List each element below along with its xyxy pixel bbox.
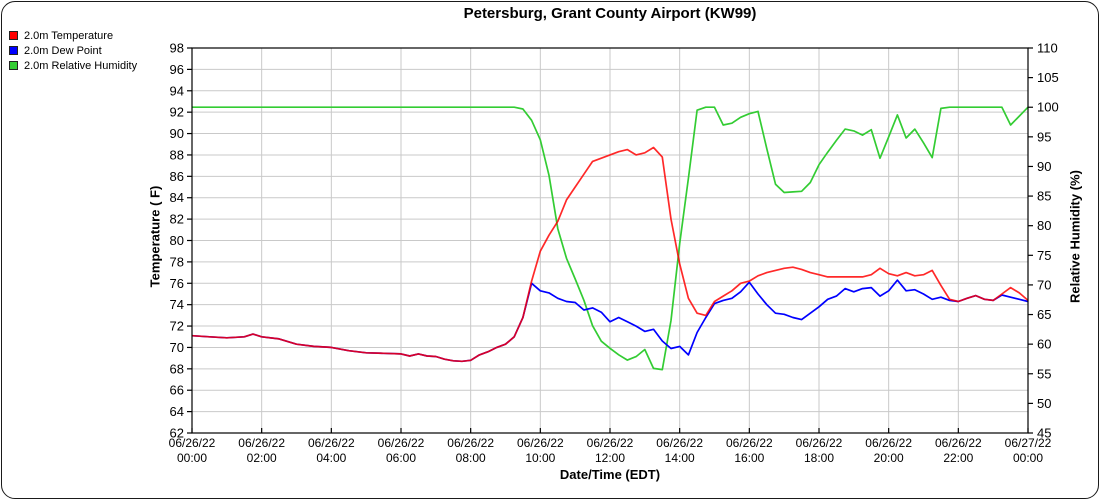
chart-title: Petersburg, Grant County Airport (KW99) [463, 5, 757, 22]
temperature-swatch-icon [9, 31, 18, 40]
legend-item-temperature: 2.0m Temperature [9, 28, 137, 43]
y-left-tick-label: 66 [170, 383, 184, 398]
x-tick-time-label: 02:00 [247, 451, 277, 465]
y-left-tick-label: 70 [170, 340, 184, 355]
y-left-tick-label: 80 [170, 233, 184, 248]
x-tick-time-label: 16:00 [734, 451, 764, 465]
x-tick-date-label: 06/26/22 [865, 436, 912, 450]
y-right-tick-label: 75 [1037, 248, 1051, 263]
y-left-tick-label: 62 [170, 426, 184, 441]
x-tick-time-label: 00:00 [1013, 451, 1043, 465]
relative-humidity-swatch-icon [9, 61, 18, 70]
dew-point-swatch-icon [9, 46, 18, 55]
x-tick-time-label: 00:00 [177, 451, 207, 465]
legend-item-relative-humidity: 2.0m Relative Humidity [9, 58, 137, 73]
y-left-tick-label: 92 [170, 105, 184, 120]
x-tick-date-label: 06/26/22 [378, 436, 425, 450]
y-left-tick-label: 82 [170, 212, 184, 227]
x-tick-time-label: 06:00 [386, 451, 416, 465]
y-right-tick-label: 45 [1037, 426, 1051, 441]
y-right-tick-label: 50 [1037, 396, 1051, 411]
y-left-tick-label: 86 [170, 169, 184, 184]
legend-label-dew-point: 2.0m Dew Point [24, 44, 102, 57]
x-tick-time-label: 18:00 [804, 451, 834, 465]
y-left-tick-label: 78 [170, 254, 184, 269]
y-left-tick-label: 74 [170, 297, 184, 312]
y-left-tick-label: 96 [170, 62, 184, 77]
x-tick-time-label: 12:00 [595, 451, 625, 465]
y-left-tick-label: 98 [170, 41, 184, 56]
y-left-tick-label: 72 [170, 319, 184, 334]
y-right-tick-label: 95 [1037, 129, 1051, 144]
x-axis-title: Date/Time (EDT) [559, 467, 661, 482]
y-left-tick-label: 94 [170, 83, 184, 98]
y-right-tick-label: 70 [1037, 277, 1051, 292]
y-left-tick-label: 68 [170, 361, 184, 376]
y-left-tick-label: 64 [170, 404, 184, 419]
x-tick-date-label: 06/26/22 [726, 436, 773, 450]
relative-humidity-line [192, 106, 1029, 371]
legend-label-relative-humidity: 2.0m Relative Humidity [24, 59, 138, 72]
temperature-line [191, 146, 1029, 363]
y-right-tick-label: 60 [1037, 337, 1051, 352]
y-right-tick-label: 55 [1037, 366, 1051, 381]
x-tick-date-label: 06/26/22 [935, 436, 982, 450]
y-right-tick-label: 65 [1037, 307, 1051, 322]
x-tick-time-label: 04:00 [316, 451, 346, 465]
y-right-tick-label: 110 [1037, 41, 1058, 56]
x-tick-time-label: 20:00 [874, 451, 904, 465]
y-left-tick-label: 84 [170, 190, 184, 205]
x-tick-date-label: 06/26/22 [587, 436, 634, 450]
y-right-tick-label: 100 [1037, 100, 1059, 115]
legend-item-dew-point: 2.0m Dew Point [9, 43, 137, 58]
x-tick-date-label: 06/27/22 [1005, 436, 1052, 450]
y-right-tick-label: 80 [1037, 218, 1051, 233]
chart-legend: 2.0m Temperature 2.0m Dew Point 2.0m Rel… [9, 28, 137, 73]
x-tick-date-label: 06/26/22 [796, 436, 843, 450]
y-left-tick-label: 88 [170, 147, 184, 162]
x-tick-date-label: 06/26/22 [517, 436, 564, 450]
x-tick-time-label: 14:00 [665, 451, 695, 465]
y-right-tick-label: 90 [1037, 159, 1051, 174]
y-left-tick-label: 76 [170, 276, 184, 291]
x-tick-date-label: 06/26/22 [656, 436, 703, 450]
x-tick-time-label: 22:00 [943, 451, 973, 465]
x-tick-date-label: 06/26/22 [308, 436, 355, 450]
x-tick-time-label: 10:00 [525, 451, 555, 465]
x-tick-date-label: 06/26/22 [169, 436, 216, 450]
y-right-tick-label: 85 [1037, 189, 1051, 204]
y-left-tick-label: 90 [170, 126, 184, 141]
x-tick-date-label: 06/26/22 [447, 436, 494, 450]
x-tick-time-label: 08:00 [456, 451, 486, 465]
y-right-tick-label: 105 [1037, 70, 1059, 85]
x-tick-date-label: 06/26/22 [238, 436, 285, 450]
legend-label-temperature: 2.0m Temperature [24, 29, 114, 42]
